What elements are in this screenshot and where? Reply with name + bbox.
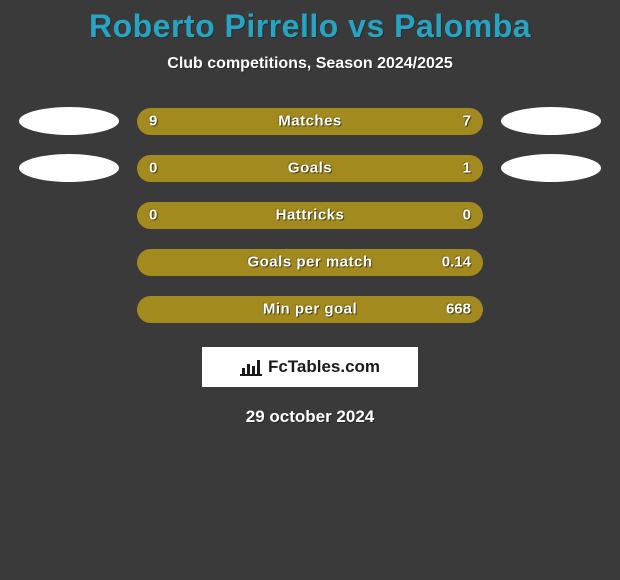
- stat-value-left: 0: [149, 160, 157, 177]
- player-left-marker: [19, 154, 119, 182]
- stat-row: Min per goal 668: [0, 295, 620, 323]
- stat-label: Hattricks: [276, 207, 345, 224]
- stat-value-left: 0: [149, 207, 157, 224]
- stat-bar: 9 Matches 7: [137, 108, 483, 135]
- side-spacer: [501, 201, 601, 229]
- stat-bar: Goals per match 0.14: [137, 249, 483, 276]
- side-spacer: [501, 248, 601, 276]
- page-title: Roberto Pirrello vs Palomba: [0, 8, 620, 45]
- stat-row: 0 Hattricks 0: [0, 201, 620, 229]
- stat-value-right: 0: [463, 207, 471, 224]
- stat-label: Goals per match: [247, 254, 372, 271]
- side-spacer: [501, 295, 601, 323]
- player-right-marker: [501, 154, 601, 182]
- bar-chart-icon: [240, 358, 262, 376]
- comparison-widget: Roberto Pirrello vs Palomba Club competi…: [0, 0, 620, 427]
- player-left-marker: [19, 107, 119, 135]
- stat-value-right: 668: [446, 301, 471, 318]
- brand-text: FcTables.com: [268, 357, 380, 377]
- subtitle: Club competitions, Season 2024/2025: [0, 55, 620, 73]
- stat-row: 9 Matches 7: [0, 107, 620, 135]
- stat-value-left: 9: [149, 113, 157, 130]
- player-right-marker: [501, 107, 601, 135]
- date-text: 29 october 2024: [0, 407, 620, 427]
- side-spacer: [19, 201, 119, 229]
- stat-value-right: 1: [463, 160, 471, 177]
- stat-row: Goals per match 0.14: [0, 248, 620, 276]
- side-spacer: [19, 295, 119, 323]
- stat-rows: 9 Matches 7 0 Goals 1 0 Hattri: [0, 107, 620, 323]
- stat-label: Goals: [288, 160, 332, 177]
- stat-bar: 0 Goals 1: [137, 155, 483, 182]
- stat-row: 0 Goals 1: [0, 154, 620, 182]
- stat-label: Matches: [278, 113, 342, 130]
- stat-value-right: 7: [463, 113, 471, 130]
- bar-fill-right: [332, 108, 483, 135]
- brand-badge[interactable]: FcTables.com: [202, 347, 418, 387]
- stat-value-right: 0.14: [442, 254, 471, 271]
- side-spacer: [19, 248, 119, 276]
- stat-label: Min per goal: [263, 301, 357, 318]
- stat-bar: Min per goal 668: [137, 296, 483, 323]
- stat-bar: 0 Hattricks 0: [137, 202, 483, 229]
